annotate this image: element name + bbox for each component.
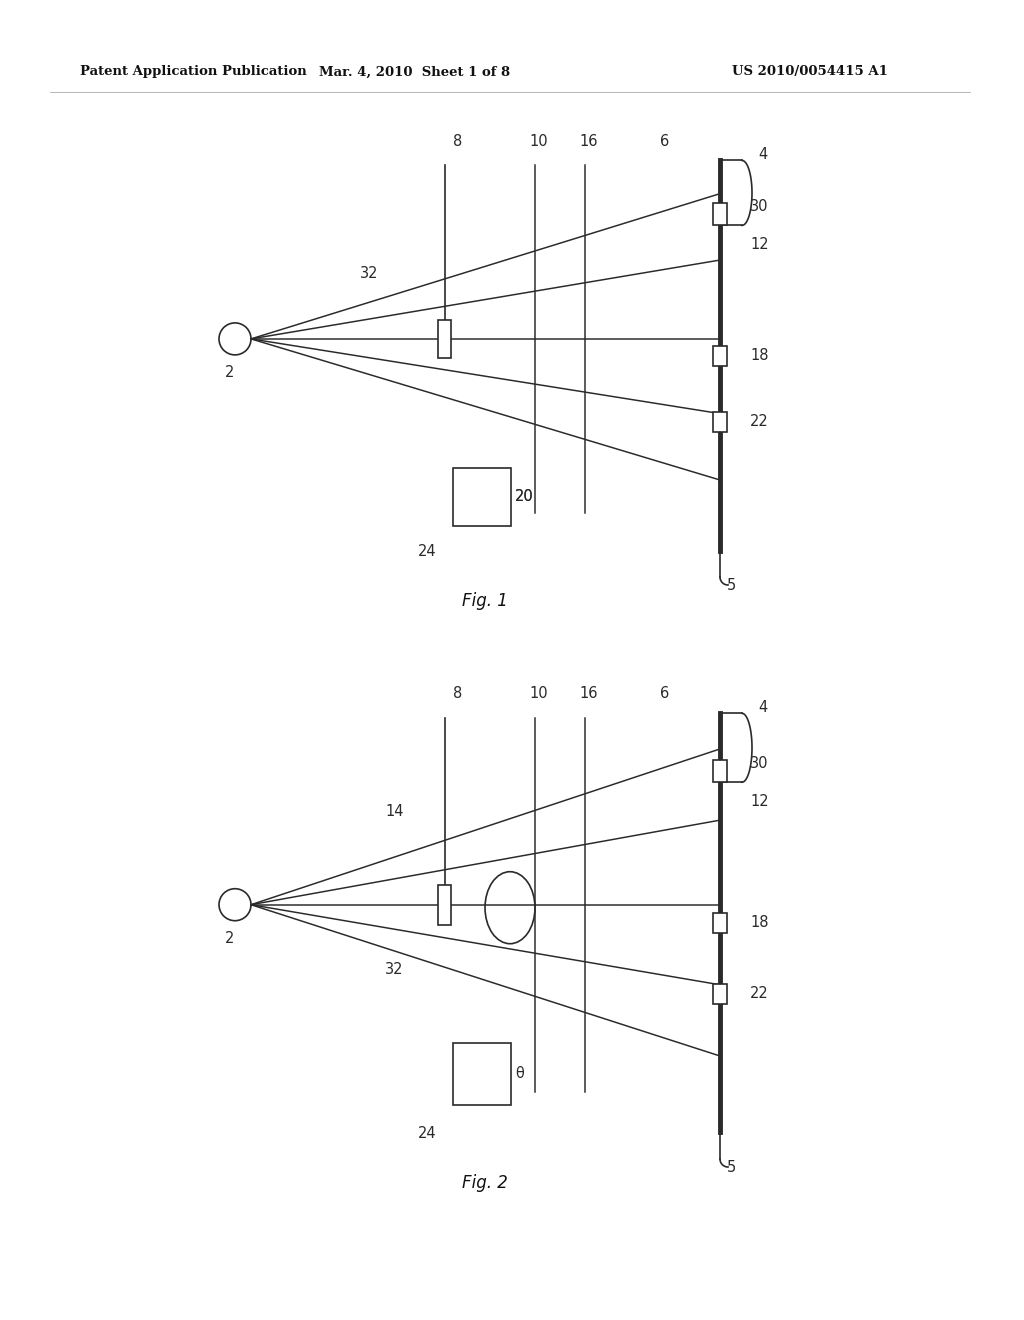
Text: 30: 30 <box>750 755 768 771</box>
Text: 20: 20 <box>515 490 534 504</box>
Text: 16: 16 <box>579 686 597 701</box>
Text: US 2010/0054415 A1: US 2010/0054415 A1 <box>732 66 888 78</box>
Text: 30: 30 <box>750 199 768 214</box>
Bar <box>438 321 451 358</box>
Text: 5: 5 <box>727 1159 736 1175</box>
Bar <box>713 412 727 432</box>
Text: 10: 10 <box>529 686 548 701</box>
Text: Fig. 1: Fig. 1 <box>462 591 508 610</box>
Bar <box>438 884 451 925</box>
Bar <box>453 1043 511 1105</box>
Text: 4: 4 <box>758 700 767 715</box>
Text: 4: 4 <box>758 147 767 162</box>
Bar <box>713 203 727 226</box>
Bar <box>713 760 727 783</box>
Text: Patent Application Publication: Patent Application Publication <box>80 66 307 78</box>
Text: 24: 24 <box>418 544 436 558</box>
Text: 20: 20 <box>515 490 534 504</box>
Text: 5: 5 <box>727 578 736 593</box>
Text: 12: 12 <box>750 793 769 809</box>
Bar <box>713 912 727 932</box>
Text: 14: 14 <box>385 804 403 818</box>
Text: 10: 10 <box>529 135 548 149</box>
Text: Fig. 2: Fig. 2 <box>462 1173 508 1192</box>
Text: 6: 6 <box>660 686 670 701</box>
Text: 8: 8 <box>453 686 462 701</box>
Text: 16: 16 <box>579 135 597 149</box>
Text: 18: 18 <box>750 348 768 363</box>
Text: 22: 22 <box>750 986 769 1001</box>
Text: 22: 22 <box>750 414 769 429</box>
Text: 2: 2 <box>225 366 234 380</box>
Text: 24: 24 <box>418 1126 436 1140</box>
Text: 32: 32 <box>385 962 403 977</box>
Text: Mar. 4, 2010  Sheet 1 of 8: Mar. 4, 2010 Sheet 1 of 8 <box>319 66 511 78</box>
Bar <box>453 467 511 525</box>
Text: 18: 18 <box>750 915 768 931</box>
Text: 2: 2 <box>225 931 234 946</box>
Bar <box>713 983 727 1003</box>
Text: 8: 8 <box>453 135 462 149</box>
Text: θ: θ <box>515 1067 523 1081</box>
Text: 32: 32 <box>360 267 379 281</box>
Bar <box>713 346 727 366</box>
Text: 6: 6 <box>660 135 670 149</box>
Text: 12: 12 <box>750 236 769 252</box>
